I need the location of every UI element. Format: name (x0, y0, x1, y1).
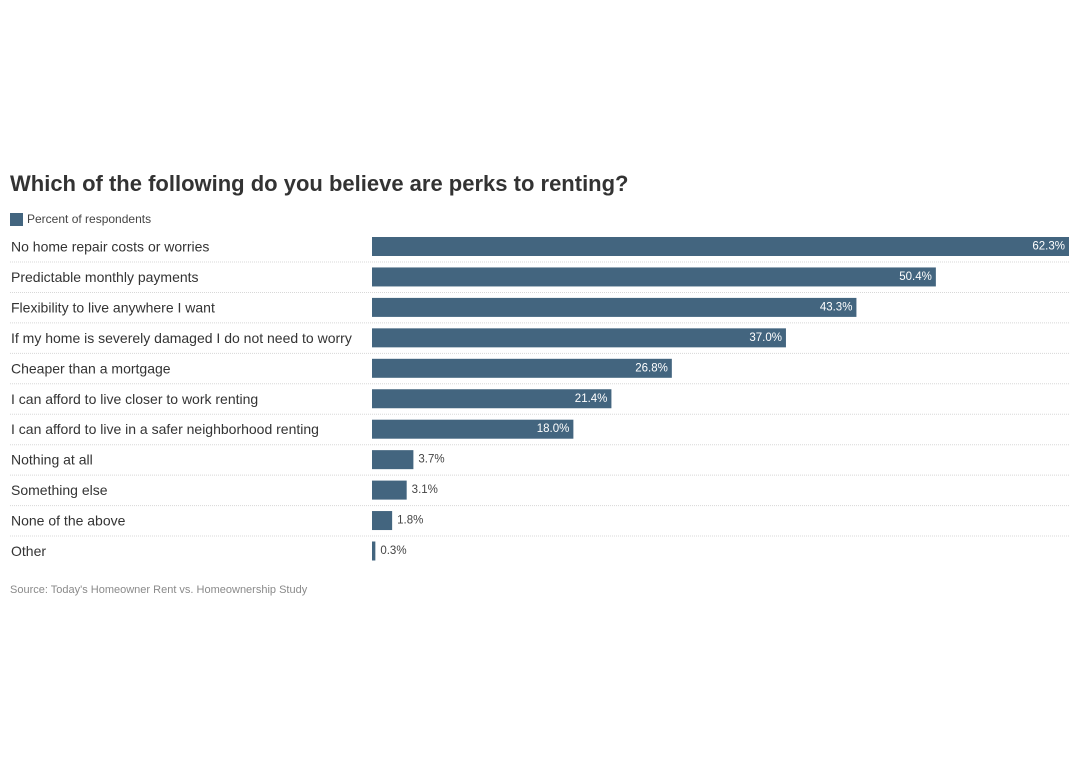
value-label: 37.0% (749, 332, 782, 344)
category-label: No home repair costs or worries (11, 239, 209, 255)
value-label: 26.8% (635, 362, 668, 374)
legend-swatch (10, 212, 23, 226)
category-label: Other (11, 543, 46, 559)
bar (372, 541, 376, 561)
bar (372, 328, 786, 348)
bar (372, 358, 672, 378)
value-label: 21.4% (575, 393, 608, 405)
category-label: Cheaper than a mortgage (11, 360, 171, 376)
value-label: 0.3% (380, 545, 406, 557)
bar (372, 450, 414, 470)
bar (372, 480, 407, 500)
value-label: 3.1% (412, 484, 438, 496)
category-label: I can afford to live in a safer neighbor… (11, 421, 319, 437)
category-label: None of the above (11, 513, 126, 529)
legend: Percent of respondents (10, 211, 151, 227)
category-label: Flexibility to live anywhere I want (11, 299, 215, 315)
bar (372, 237, 1069, 256)
bar (372, 267, 936, 287)
chart-title: Which of the following do you believe ar… (10, 171, 629, 196)
category-label: Something else (11, 482, 108, 498)
bar (372, 511, 393, 531)
category-label: I can afford to live closer to work rent… (11, 391, 258, 407)
value-label: 3.7% (418, 454, 444, 466)
value-label: 62.3% (1032, 241, 1065, 253)
bar (372, 389, 612, 409)
bar-chart: No home repair costs or worries 62.3% Pred… (10, 237, 1069, 561)
category-label: Nothing at all (11, 452, 93, 468)
source-note: Source: Today's Homeowner Rent vs. Homeo… (10, 584, 308, 596)
value-label: 1.8% (397, 515, 423, 527)
category-label: If my home is severely damaged I do not … (11, 330, 352, 346)
legend-label: Percent of respondents (27, 212, 152, 226)
bar (372, 297, 857, 317)
bar (372, 419, 574, 439)
value-label: 43.3% (820, 301, 853, 313)
category-label: Predictable monthly payments (11, 269, 199, 285)
value-label: 50.4% (899, 271, 932, 283)
value-label: 18.0% (537, 423, 570, 435)
